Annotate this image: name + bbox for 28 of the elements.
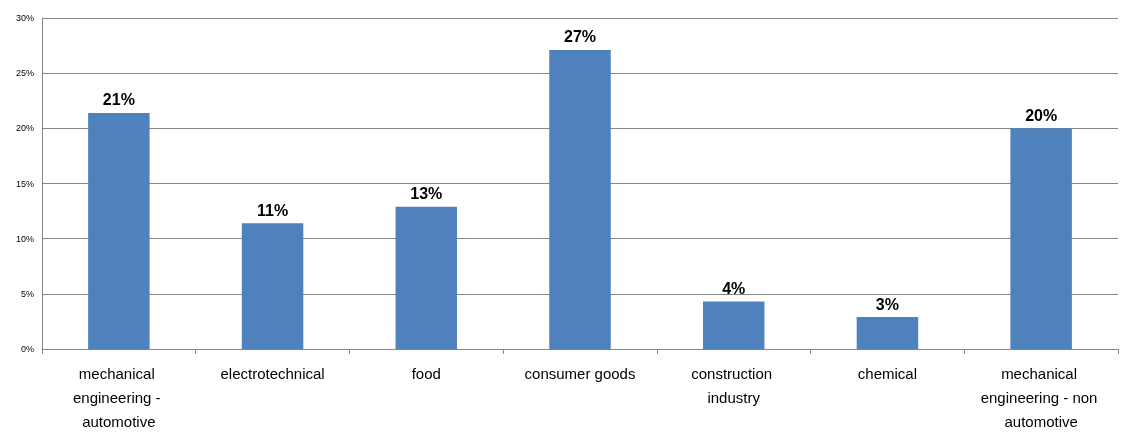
bar xyxy=(88,112,150,349)
y-tick-label: 0% xyxy=(20,344,34,354)
data-label: 27% xyxy=(563,28,597,46)
bar xyxy=(395,206,458,349)
bar xyxy=(549,50,611,349)
x-tick-label: chemical xyxy=(857,364,918,382)
data-label: 11% xyxy=(257,201,289,219)
bar xyxy=(856,317,919,349)
y-tick-label: 10% xyxy=(15,233,34,244)
x-tick-label: electrotechnical xyxy=(220,364,325,382)
data-label: 20% xyxy=(1025,106,1058,124)
x-tick-label: mechanical engineering - non automotive xyxy=(980,364,1102,430)
bar xyxy=(241,223,304,349)
y-tick-label: 15% xyxy=(15,178,34,189)
y-tick-label: 20% xyxy=(15,123,34,134)
x-tick-label: construction industry xyxy=(691,364,777,406)
data-label: 4% xyxy=(722,280,746,298)
y-tick-label: 25% xyxy=(15,68,34,79)
y-tick-label: 30% xyxy=(15,13,34,23)
data-label: 13% xyxy=(410,185,443,203)
data-label: 21% xyxy=(102,91,135,109)
y-tick-label: 5% xyxy=(20,288,34,299)
x-tick-label: consumer goods xyxy=(524,364,636,382)
bar xyxy=(1010,128,1072,349)
data-label: 3% xyxy=(875,295,899,313)
x-tick-label: food xyxy=(411,364,441,382)
x-tick-label: mechanical engineering - automotive xyxy=(72,364,165,430)
bar xyxy=(702,301,765,349)
